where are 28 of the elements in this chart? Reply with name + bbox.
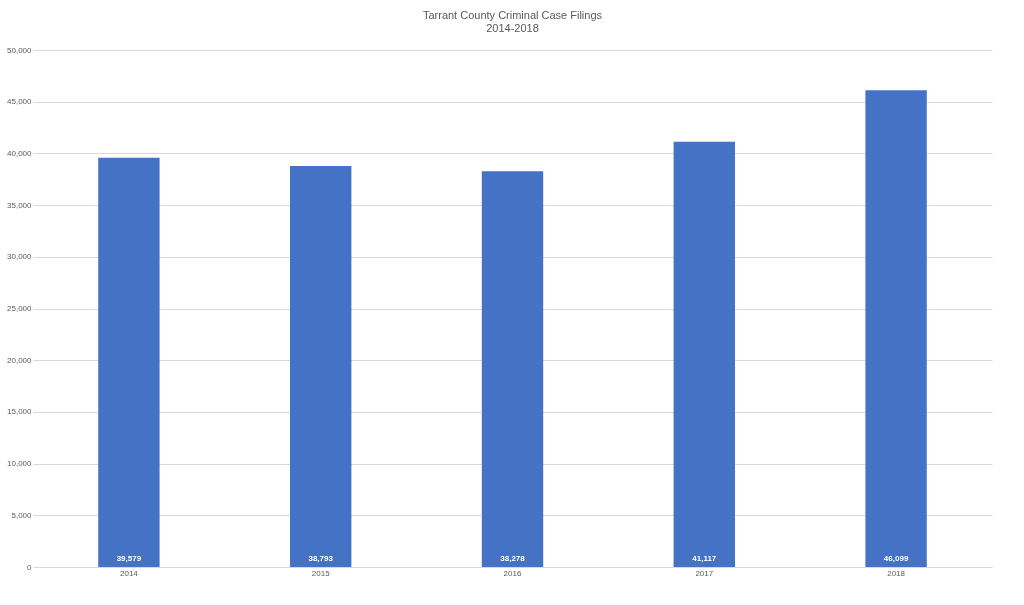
bar — [865, 90, 927, 567]
y-tick-label: 50,000 — [7, 45, 33, 55]
data-label: 38,278 — [500, 554, 526, 563]
data-label: 38,793 — [308, 554, 334, 563]
y-tick-label: 25,000 — [7, 304, 33, 313]
x-tick-label: 2014 — [120, 568, 139, 578]
bar — [481, 171, 544, 567]
x-tick-label: 2017 — [695, 568, 714, 578]
y-tick-label: 15,000 — [7, 407, 33, 417]
y-tick-label: 45,000 — [7, 97, 33, 107]
chart-subtitle: 2014-2018 — [486, 22, 539, 34]
x-tick-label: 2015 — [311, 568, 331, 578]
chart-title: Tarrant County Criminal Case Filings — [422, 9, 603, 21]
bar — [290, 165, 352, 567]
data-label: 39,579 — [116, 554, 142, 563]
data-label: 46,099 — [883, 554, 909, 563]
x-tick-label: 2018 — [887, 568, 906, 578]
y-tick-label: 20,000 — [7, 355, 33, 365]
bar — [98, 157, 160, 567]
y-tick-label: 30,000 — [7, 252, 33, 262]
x-tick-label: 2016 — [503, 568, 522, 578]
bar — [673, 141, 735, 567]
y-tick-label: 5,000 — [11, 510, 33, 520]
y-tick-label: 40,000 — [7, 148, 33, 158]
y-tick-label: 10,000 — [7, 459, 33, 469]
data-label: 41,117 — [692, 554, 717, 563]
y-tick-label: 35,000 — [7, 200, 33, 210]
y-tick-label: 0 — [27, 562, 33, 572]
